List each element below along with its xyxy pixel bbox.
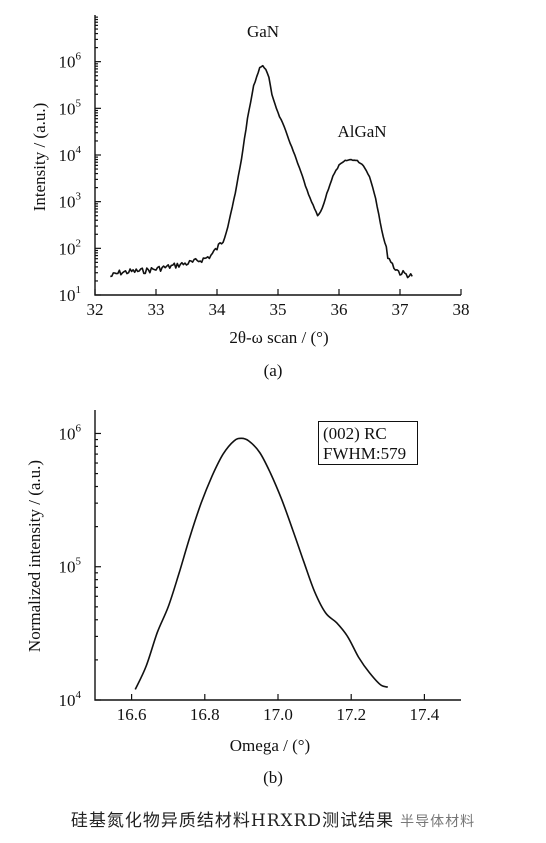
legend-line-rc: (002) RC — [323, 424, 387, 443]
x-axis-label: Omega / (°) — [230, 736, 310, 755]
caption-text: 硅基氮化物异质结材料HRXRD测试结果 — [70, 811, 395, 831]
data-series-line — [134, 437, 389, 690]
y-tick-exponent: 5 — [76, 556, 82, 568]
x-tick-label: 17.0 — [263, 705, 293, 724]
x-tick-label: 17.4 — [410, 705, 440, 724]
legend-line-fwhm: FWHM:579 — [323, 444, 407, 463]
y-tick-exponent: 4 — [76, 144, 82, 156]
annotation-algan: AlGaN — [337, 122, 386, 141]
x-tick-label: 16.8 — [190, 705, 220, 724]
y-tick-label: 104 — [59, 689, 82, 710]
y-tick-exponent: 1 — [76, 284, 82, 296]
figure-caption: 硅基氮化物异质结材料HRXRD测试结果 半导体材料 — [0, 806, 546, 831]
y-axis-label: Intensity / (a.u.) — [30, 103, 49, 212]
y-tick-label: 102 — [59, 237, 82, 258]
legend-box: (002) RC FWHM:579 — [318, 421, 418, 465]
x-tick-label: 32 — [87, 300, 104, 319]
panel-b: Omega / (°) Normalized intensity / (a.u.… — [25, 410, 461, 787]
y-axis-label: Normalized intensity / (a.u.) — [25, 460, 44, 652]
watermark-text: 半导体材料 — [400, 814, 476, 830]
panel-label: (a) — [264, 361, 283, 380]
x-tick-label: 17.2 — [336, 705, 366, 724]
y-tick-exponent: 6 — [76, 422, 82, 434]
x-tick-label: 38 — [453, 300, 470, 319]
y-tick-label: 104 — [59, 144, 82, 165]
x-axis-label: 2θ-ω scan / (°) — [229, 328, 328, 347]
data-series-line — [110, 64, 413, 279]
y-tick-exponent: 5 — [76, 97, 82, 109]
y-tick-label: 105 — [59, 97, 82, 118]
x-tick-label: 34 — [209, 300, 227, 319]
y-tick-label: 103 — [59, 191, 82, 212]
axes — [94, 15, 461, 296]
y-tick-label: 106 — [59, 51, 82, 72]
y-tick-exponent: 6 — [76, 51, 82, 63]
y-tick-label: 105 — [59, 556, 82, 577]
panel-a: GaN AlGaN 2θ-ω scan / (°) Intensity / (a… — [30, 15, 470, 380]
annotation-gan: GaN — [247, 22, 279, 41]
y-tick-exponent: 4 — [76, 689, 82, 701]
y-tick-exponent: 3 — [76, 191, 82, 203]
x-tick-label: 35 — [270, 300, 287, 319]
x-tick-label: 33 — [148, 300, 165, 319]
y-tick-label: 106 — [59, 422, 82, 443]
y-tick-label: 101 — [59, 284, 82, 305]
x-tick-label: 16.6 — [117, 705, 147, 724]
x-tick-label: 37 — [392, 300, 410, 319]
panel-label: (b) — [263, 768, 283, 787]
y-tick-exponent: 2 — [76, 237, 82, 249]
x-tick-label: 36 — [331, 300, 348, 319]
